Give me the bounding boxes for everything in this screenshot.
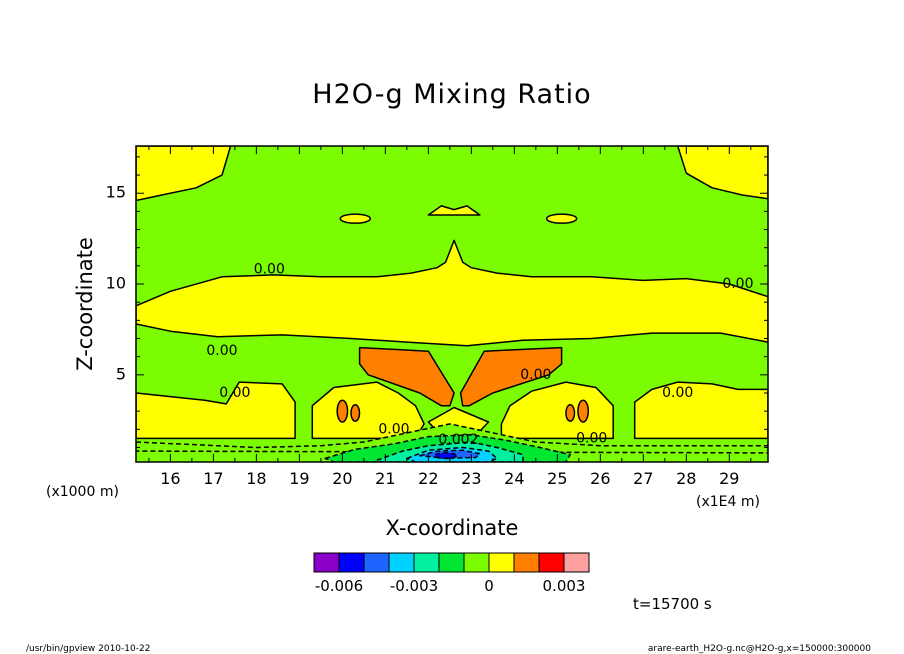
contour-label: 0.002 bbox=[438, 432, 478, 448]
y-tick-label: 10 bbox=[106, 274, 126, 293]
contour-label: 0.00 bbox=[219, 385, 250, 401]
contour-region bbox=[500, 381, 614, 440]
x-tick-label: 23 bbox=[461, 469, 481, 488]
colorbar: -0.006 -0.003 0 0.003 bbox=[313, 552, 590, 595]
colorbar-tick-label: 0 bbox=[484, 577, 494, 595]
file-label: arare-earth_H2O-g.nc@H2O-g,x=150000:3000… bbox=[648, 644, 871, 654]
program-label: /usr/bin/gpview 2010-10-22 bbox=[26, 644, 150, 654]
x-tick-label: 28 bbox=[676, 469, 696, 488]
plot-frame bbox=[135, 145, 769, 463]
contour-region bbox=[577, 399, 590, 423]
x-axis-unit: (x1E4 m) bbox=[696, 494, 760, 510]
x-tick-label: 25 bbox=[547, 469, 567, 488]
contour-region bbox=[136, 381, 296, 440]
colorbar-swatch bbox=[488, 552, 515, 573]
x-tick-label: 18 bbox=[246, 469, 266, 488]
contour-region bbox=[633, 381, 768, 440]
contour-region bbox=[434, 452, 458, 460]
x-tick-label: 19 bbox=[289, 469, 309, 488]
x-tick-label: 17 bbox=[203, 469, 223, 488]
colorbar-swatch bbox=[513, 552, 540, 573]
colorbar-swatch bbox=[563, 552, 590, 573]
contour-labels: 0.00 0.00 0.00 0.00 0.00 0.00 0.00 0.00 0.002 bbox=[206, 261, 753, 448]
contour-region bbox=[358, 346, 455, 407]
x-tick-label: 21 bbox=[375, 469, 395, 488]
colorbar-swatch bbox=[413, 552, 440, 573]
contour-region bbox=[136, 146, 232, 202]
y-tick-label: 5 bbox=[116, 364, 126, 383]
colorbar-swatch bbox=[463, 552, 490, 573]
contour-label: 0.00 bbox=[378, 421, 409, 437]
contour-label: 0.00 bbox=[576, 430, 607, 446]
x-tick-label: 16 bbox=[160, 469, 180, 488]
colorbar-swatch bbox=[438, 552, 465, 573]
contour-label: 0.00 bbox=[206, 343, 237, 359]
y-axis: 5 10 15 bbox=[106, 156, 768, 448]
x-tick-label: 26 bbox=[590, 469, 610, 488]
contour-region bbox=[545, 213, 578, 224]
contour-label: 0.00 bbox=[520, 367, 551, 383]
contour-region bbox=[339, 213, 372, 224]
x-tick-label: 29 bbox=[719, 469, 739, 488]
colorbar-tick-label: -0.006 bbox=[315, 577, 363, 595]
contour-label: 0.00 bbox=[722, 276, 753, 292]
y-axis-unit: (x1000 m) bbox=[46, 484, 119, 500]
colorbar-swatch bbox=[538, 552, 565, 573]
y-axis-label: Z-coordinate bbox=[73, 237, 97, 371]
plot-area bbox=[136, 146, 768, 462]
contour-region bbox=[311, 381, 425, 440]
colorbar-swatch bbox=[313, 552, 340, 573]
colorbar-swatch bbox=[338, 552, 365, 573]
x-tick-label: 20 bbox=[332, 469, 352, 488]
contour-region bbox=[336, 399, 349, 423]
chart-title: H2O-g Mixing Ratio bbox=[312, 79, 591, 110]
contour-label: 0.00 bbox=[662, 385, 693, 401]
contour-region bbox=[136, 239, 768, 347]
colorbar-swatch bbox=[388, 552, 415, 573]
y-tick-label: 15 bbox=[106, 183, 126, 202]
colorbar-tick-label: 0.003 bbox=[543, 577, 586, 595]
colorbar-swatch bbox=[363, 552, 390, 573]
x-tick-label: 24 bbox=[504, 469, 524, 488]
colorbar-tick-label: -0.003 bbox=[390, 577, 438, 595]
contour-region bbox=[565, 404, 576, 422]
contour-label: 0.00 bbox=[254, 261, 285, 277]
filled-contours bbox=[136, 146, 768, 462]
x-tick-label: 22 bbox=[418, 469, 438, 488]
contour-region bbox=[459, 346, 563, 407]
time-label: t=15700 s bbox=[633, 595, 712, 613]
contour-region bbox=[427, 205, 481, 216]
x-tick-label: 27 bbox=[633, 469, 653, 488]
x-axis: 16 17 18 19 20 21 22 23 24 25 26 27 28 29 bbox=[148, 146, 752, 488]
contour-region bbox=[350, 404, 361, 422]
contour-region bbox=[676, 146, 768, 200]
x-axis-label: X-coordinate bbox=[386, 516, 519, 540]
